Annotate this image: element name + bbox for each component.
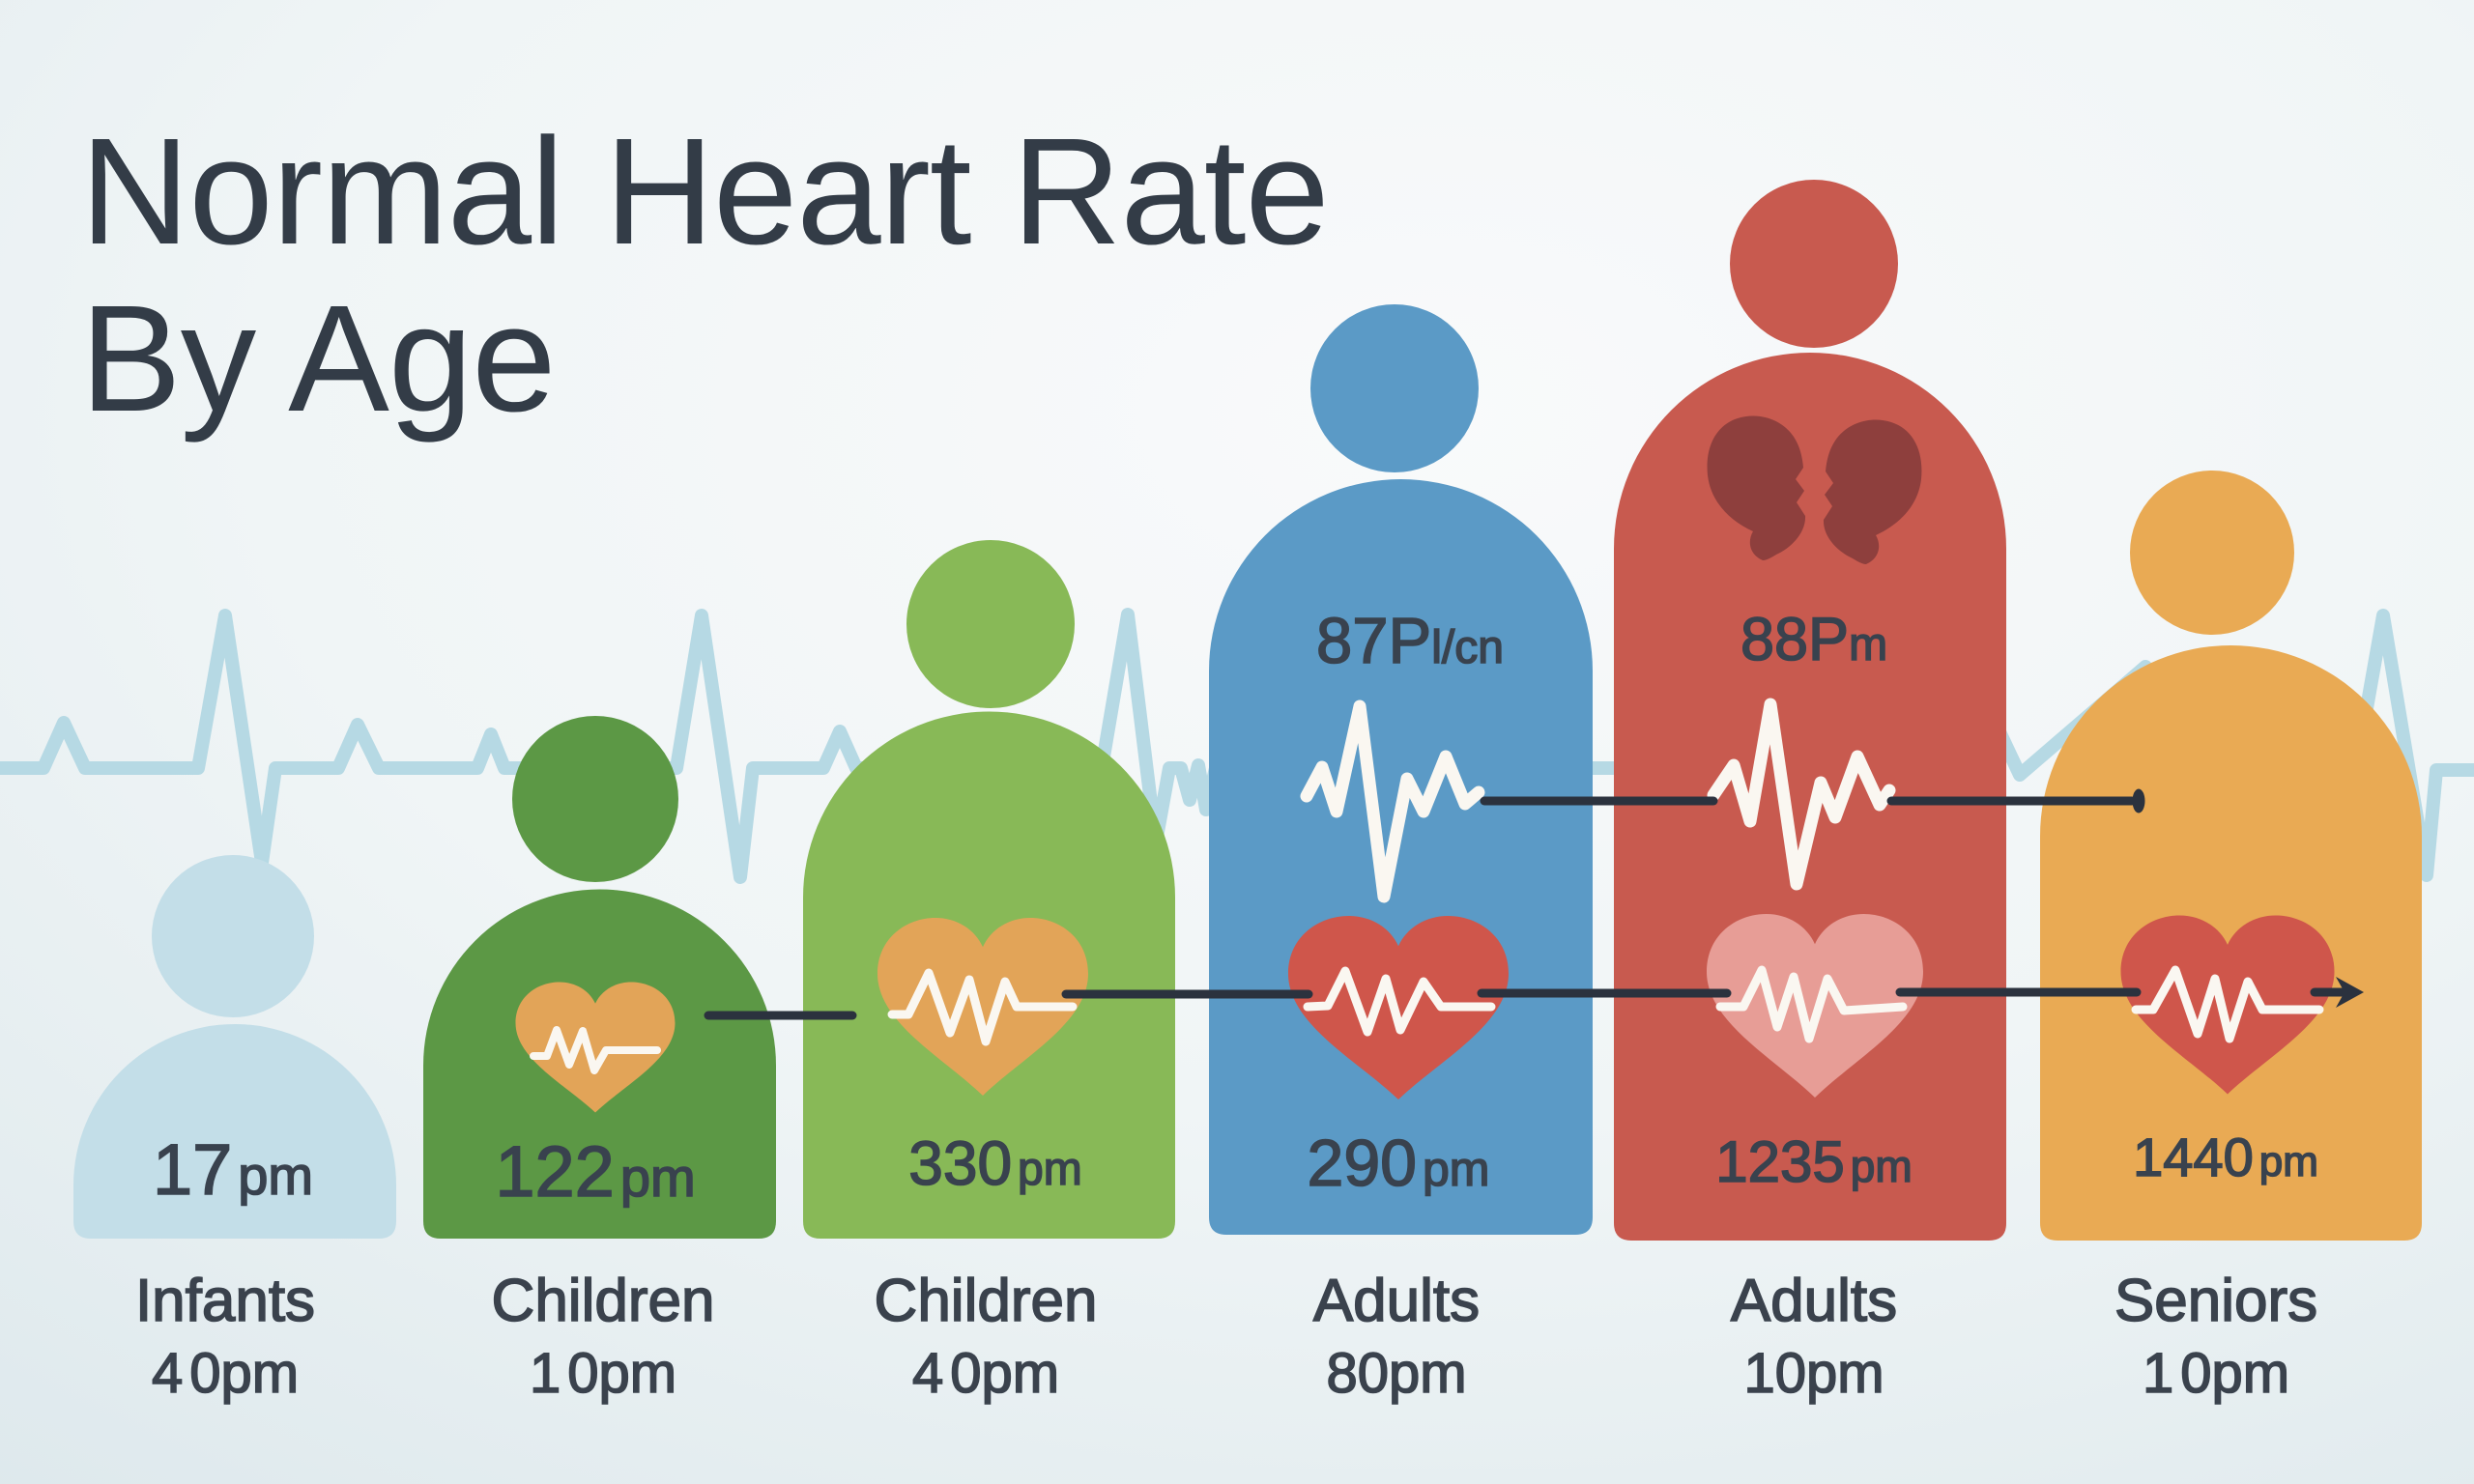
svg-text:80pm: 80pm bbox=[1326, 1342, 1466, 1405]
svg-text:Seniors: Seniors bbox=[2114, 1268, 2317, 1334]
svg-text:By Age: By Age bbox=[80, 274, 556, 443]
svg-text:Children: Children bbox=[492, 1268, 715, 1334]
svg-text:10pm: 10pm bbox=[1743, 1342, 1884, 1405]
svg-text:Adults: Adults bbox=[1313, 1268, 1480, 1334]
svg-text:Children: Children bbox=[875, 1268, 1098, 1334]
svg-text:Adults: Adults bbox=[1731, 1268, 1897, 1334]
svg-text:10pm: 10pm bbox=[530, 1342, 676, 1405]
svg-text:Infants: Infants bbox=[135, 1268, 315, 1334]
svg-text:Normal Heart Rate: Normal Heart Rate bbox=[80, 107, 1329, 276]
svg-text:10pm: 10pm bbox=[2143, 1342, 2289, 1405]
